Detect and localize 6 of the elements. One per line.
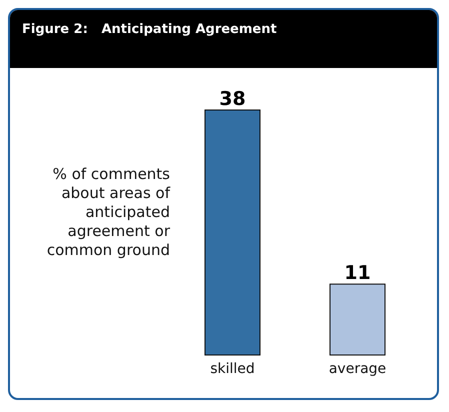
y-axis-title: % of comments about areas of anticipated agreement or common ground [46,165,170,260]
x-tick-label: average [328,360,386,377]
data-label: 11 [344,262,371,284]
x-tick-label: skilled [210,360,255,377]
chart-title: Figure 2: Anticipating Agreement [10,10,437,68]
data-label: 38 [219,88,246,110]
